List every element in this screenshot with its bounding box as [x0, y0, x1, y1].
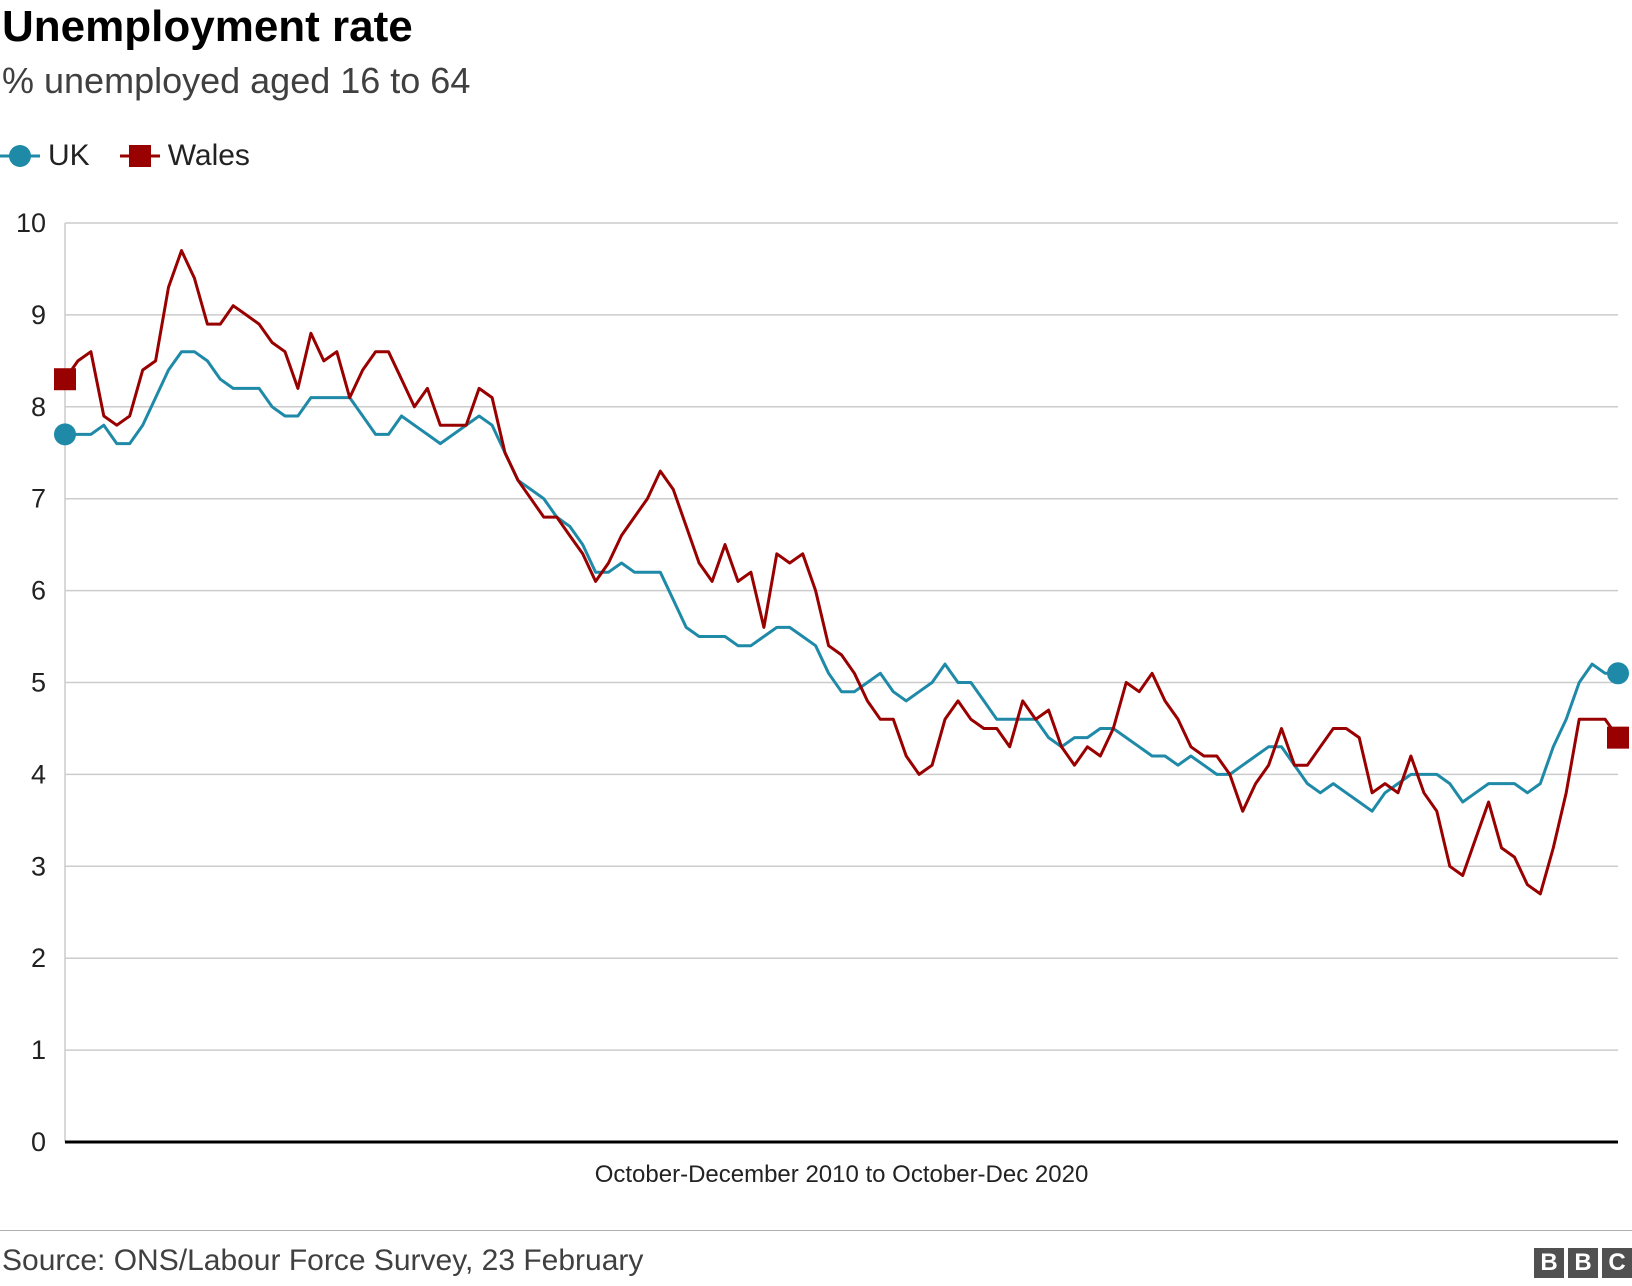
legend-item-wales: Wales [119, 139, 250, 173]
end-markers [54, 368, 1629, 749]
source-note: Source: ONS/Labour Force Survey, 23 Febr… [2, 1244, 644, 1277]
series-lines [63, 249, 1620, 896]
y-tick-label: 3 [31, 851, 46, 881]
y-tick-label: 7 [31, 484, 46, 514]
series-line-uk [65, 350, 1618, 813]
series-line-wales [63, 249, 1620, 896]
y-tick-label: 4 [31, 759, 46, 789]
y-tick-label: 6 [31, 576, 46, 606]
footer-divider [0, 1230, 1632, 1231]
y-tick-label: 1 [31, 1035, 46, 1065]
legend-wales-marker-icon [119, 145, 160, 167]
legend-label-wales: Wales [167, 139, 250, 172]
end-point-wales [1607, 726, 1629, 749]
bbc-logo-letter: B [1568, 1248, 1598, 1278]
legend-uk-marker-icon [0, 145, 40, 167]
bbc-logo-letter: C [1602, 1248, 1632, 1278]
y-tick-label: 9 [31, 300, 46, 330]
legend-item-uk: UK [0, 139, 90, 173]
bbc-logo: B B C [1530, 1248, 1632, 1278]
y-tick-labels: 0 1 2 3 4 5 6 7 8 9 10 [16, 208, 46, 1157]
y-tick-label: 0 [31, 1127, 46, 1157]
chart-title: Unemployment rate [2, 2, 413, 51]
y-tick-label: 2 [31, 943, 46, 973]
y-tick-label: 8 [31, 392, 46, 422]
x-axis-label: October-December 2010 to October-Dec 202… [595, 1161, 1089, 1188]
line-chart: 0 1 2 3 4 5 6 7 8 9 10 October-December 2010 to Oc… [16, 208, 1629, 1188]
legend: UK Wales [0, 136, 280, 176]
end-point-uk [54, 423, 76, 446]
legend-label-uk: UK [48, 139, 90, 172]
gridlines [64, 222, 1618, 1142]
bbc-logo-letter: B [1534, 1248, 1564, 1278]
y-tick-label: 5 [31, 668, 46, 698]
end-point-wales [54, 368, 76, 391]
end-point-uk [1607, 662, 1629, 685]
y-tick-label: 10 [16, 208, 46, 238]
chart-subtitle: % unemployed aged 16 to 64 [2, 60, 471, 101]
